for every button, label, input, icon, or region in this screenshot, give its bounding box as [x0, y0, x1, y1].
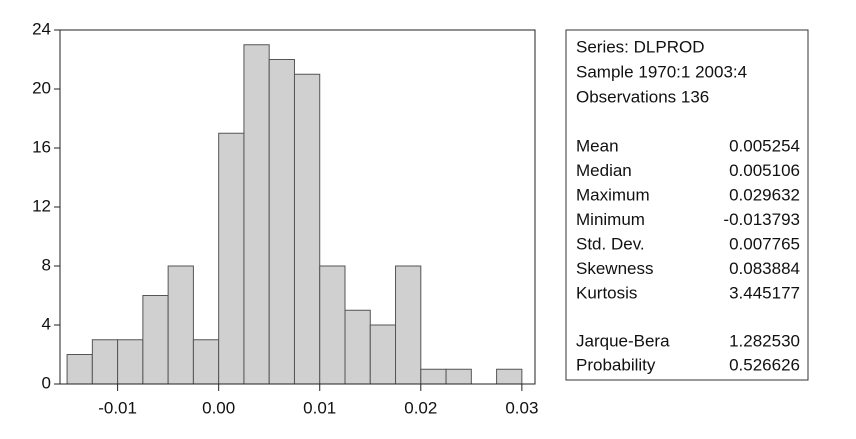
- bar: [117, 339, 144, 385]
- x-tick-label: 0.00: [202, 398, 235, 417]
- bar: [142, 295, 169, 385]
- stats-label: Maximum: [576, 185, 650, 204]
- bar: [218, 132, 245, 385]
- y-tick-label: 0: [42, 373, 51, 392]
- bar: [293, 73, 321, 385]
- stats-label: Minimum: [576, 210, 645, 229]
- stats-box: [565, 29, 809, 381]
- bar: [496, 368, 523, 385]
- bar: [243, 44, 270, 385]
- y-tick-label: 8: [42, 255, 51, 274]
- stats-value: 3.445177: [729, 283, 800, 302]
- bar: [91, 339, 119, 385]
- stats-value: 0.083884: [729, 259, 800, 278]
- stats-value: 0.007765: [729, 234, 800, 253]
- x-tick-label: 0.01: [303, 398, 336, 417]
- bar: [192, 339, 220, 385]
- bar: [167, 265, 194, 385]
- x-tick-label: -0.01: [98, 398, 137, 417]
- bar: [319, 265, 346, 385]
- bar: [395, 265, 422, 385]
- bar: [66, 354, 93, 385]
- y-tick-label: 20: [32, 78, 51, 97]
- y-tick-label: 12: [32, 196, 51, 215]
- test-value: 1.282530: [729, 331, 800, 350]
- test-label: Jarque-Bera: [576, 331, 670, 350]
- stats-value: -0.013793: [723, 210, 800, 229]
- stats-info: Sample 1970:1 2003:4: [576, 62, 747, 81]
- bar: [268, 59, 295, 385]
- x-tick-label: 0.03: [505, 398, 538, 417]
- test-value: 0.526626: [729, 355, 800, 374]
- y-tick-label: 4: [42, 314, 51, 333]
- stats-info: Series: DLPROD: [576, 37, 704, 56]
- stats-value: 0.005254: [729, 136, 800, 155]
- stats-label: Median: [576, 161, 632, 180]
- x-tick-label: 0.02: [404, 398, 437, 417]
- stats-label: Std. Dev.: [576, 234, 645, 253]
- y-tick-label: 24: [32, 19, 51, 38]
- stats-value: 0.005106: [729, 161, 800, 180]
- stats-label: Mean: [576, 136, 619, 155]
- bar: [420, 368, 447, 385]
- stats-label: Skewness: [576, 259, 653, 278]
- bar: [369, 324, 397, 385]
- test-label: Probability: [576, 355, 656, 374]
- stats-value: 0.029632: [729, 185, 800, 204]
- y-tick-label: 16: [32, 137, 51, 156]
- stats-info: Observations 136: [576, 87, 709, 106]
- bar: [445, 368, 472, 385]
- bar: [344, 309, 371, 385]
- stats-label: Kurtosis: [576, 283, 637, 302]
